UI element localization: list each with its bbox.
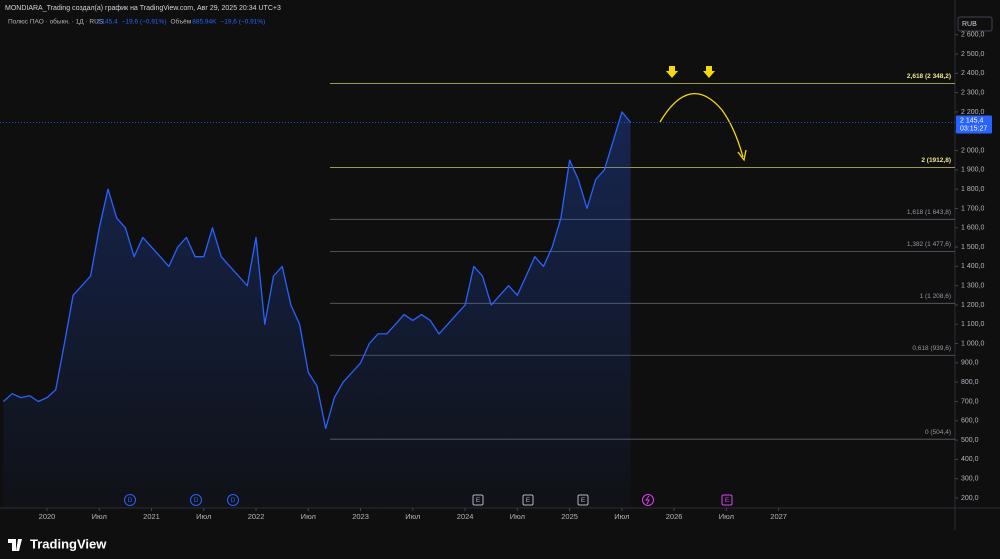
area-fill <box>3 111 631 509</box>
y-tick-label: 200,0 <box>961 495 979 502</box>
event-icon <box>577 494 589 506</box>
event-label: D <box>128 497 133 504</box>
fib-label: 1 (1 208,6) <box>920 293 951 300</box>
x-tick-label: Июл <box>196 512 211 521</box>
fib-label: 0,618 (939,6) <box>912 345 951 352</box>
event-icon[interactable] <box>642 494 654 506</box>
forecast-arrowhead <box>737 149 747 162</box>
y-tick-label: 1 000,0 <box>961 340 984 347</box>
y-tick-label: 1 600,0 <box>961 225 984 232</box>
x-tick-label: Июл <box>719 512 734 521</box>
event-icon <box>645 495 650 505</box>
arrow-down <box>666 66 678 78</box>
y-tick-label: 2 300,0 <box>961 89 984 96</box>
y-tick-label: 1 400,0 <box>961 263 984 270</box>
fib-label: 2 (1912,8) <box>921 157 951 164</box>
event-icon <box>190 494 202 506</box>
currency: RUB <box>962 21 977 28</box>
fib-label: 0 (504,4) <box>925 429 951 436</box>
event-label: E <box>581 497 586 504</box>
x-tick-label: 2026 <box>666 512 683 521</box>
legend-item: Объём <box>171 18 192 26</box>
y-tick-label: 400,0 <box>961 456 979 463</box>
currency-box <box>957 16 993 32</box>
event-label: E <box>476 497 481 504</box>
event-icon <box>227 494 239 506</box>
y-tick-label: 300,0 <box>961 476 979 483</box>
y-tick-label: 2 200,0 <box>961 109 984 116</box>
x-tick-label: 2020 <box>39 512 56 521</box>
y-tick-label: 2 400,0 <box>961 70 984 77</box>
x-tick-label: Июл <box>614 512 629 521</box>
x-tick-label: 2027 <box>770 512 787 521</box>
event-label: E <box>725 497 730 504</box>
fib-label: 1,618 (1 643,8) <box>907 209 951 216</box>
event-icon <box>721 494 733 506</box>
event-icon <box>472 494 484 506</box>
fib-label: 1,382 (1 477,6) <box>907 241 951 248</box>
brand: TradingView <box>30 536 107 551</box>
y-tick-label: 2 600,0 <box>961 32 984 39</box>
y-tick-label: 700,0 <box>961 398 979 405</box>
x-tick-label: Июл <box>301 512 316 521</box>
x-tick-label: 2021 <box>143 512 160 521</box>
price-tag-value: 2 145,4 <box>960 117 983 124</box>
y-tick-label: 2 000,0 <box>961 147 984 154</box>
arrow-down <box>703 66 715 78</box>
fib-label: 2,618 (2 348,2) <box>907 73 951 80</box>
price-tag <box>956 115 992 134</box>
x-tick-label: Июл <box>405 512 420 521</box>
y-tick-label: 800,0 <box>961 379 979 386</box>
x-tick-label: Июл <box>510 512 525 521</box>
y-tick-label: 1 100,0 <box>961 321 984 328</box>
y-tick-label: 1 200,0 <box>961 302 984 309</box>
event-icon <box>522 494 534 506</box>
legend-item: 885,94K <box>192 19 217 26</box>
x-tick-label: Июл <box>92 512 107 521</box>
event-label: D <box>194 497 199 504</box>
y-tick-label: 1 900,0 <box>961 167 984 174</box>
forecast-curve <box>659 93 744 158</box>
event-label: D <box>231 497 236 504</box>
symbol: Полюс ПАО · обыкн. · 1Д · RUS <box>8 18 104 26</box>
legend-item: −19,6 (−0,91%) <box>122 19 167 26</box>
x-tick-label: 2024 <box>457 512 474 521</box>
y-tick-label: 900,0 <box>961 360 979 367</box>
price-tag-countdown: 03:15:27 <box>960 125 987 132</box>
x-tick-label: 2023 <box>352 512 369 521</box>
y-tick-label: 1 800,0 <box>961 186 984 193</box>
x-tick-label: 2022 <box>248 512 265 521</box>
y-tick-label: 1 300,0 <box>961 282 984 289</box>
event-icon <box>124 494 136 506</box>
y-tick-label: 1 500,0 <box>961 244 984 251</box>
legend: Полюс ПАО · обыкн. · 1Д · RUS 2 145,4 −19… <box>8 18 265 26</box>
brand-logo <box>8 539 22 551</box>
y-tick-label: 500,0 <box>961 437 979 444</box>
header: MONDIARA_Trading создал(а) график на Tra… <box>5 5 281 12</box>
price-line <box>2 111 632 430</box>
y-tick-label: 2 500,0 <box>961 51 984 58</box>
event-label: E <box>526 497 531 504</box>
legend-item: −19,6 (−0,91%) <box>220 19 265 26</box>
y-tick-label: 1 700,0 <box>961 205 984 212</box>
legend-item: 2 145,4 <box>96 19 118 26</box>
x-tick-label: 2025 <box>561 512 578 521</box>
y-tick-label: 600,0 <box>961 418 979 425</box>
